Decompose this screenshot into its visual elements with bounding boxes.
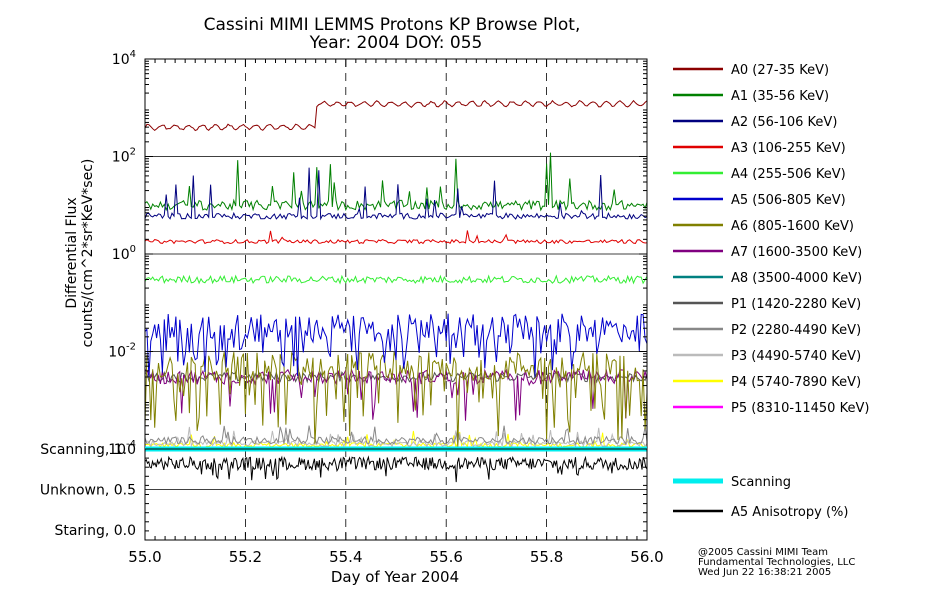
series-line	[144, 368, 648, 421]
y-axis-label-line1: Differential Flux	[64, 197, 80, 308]
anisotropy-line	[144, 455, 648, 483]
x-tick-label: 55.0	[128, 548, 161, 566]
x-tick-label: 56.0	[630, 548, 663, 566]
series-line	[144, 313, 648, 378]
series-line	[144, 425, 648, 446]
legend-label: A0 (27-35 KeV)	[731, 63, 829, 78]
y-tick-label: 10-2	[108, 342, 136, 361]
credit-line3: Wed Jun 22 16:38:21 2005	[698, 567, 831, 578]
legend-label: A1 (35-56 KeV)	[731, 89, 829, 104]
x-tick-label: 55.4	[329, 548, 362, 566]
y-tick-label: 100	[112, 244, 136, 263]
legend-label: A5 Anisotropy (%)	[731, 505, 848, 520]
legend-label: A4 (255-506 KeV)	[731, 167, 846, 182]
anisotropy-y-tick-label: Unknown, 0.5	[40, 483, 136, 499]
legend-label: A2 (56-106 KeV)	[731, 115, 837, 130]
legend-label: P3 (4490-5740 KeV)	[731, 349, 861, 364]
x-tick-label: 55.2	[229, 548, 262, 566]
series-line	[144, 230, 648, 245]
y-tick-label: 102	[112, 147, 136, 166]
legend-label: A8 (3500-4000 KeV)	[731, 271, 862, 286]
y-axis-label: Differential Flux counts/(cm^2*sr*KeV*se…	[64, 159, 96, 348]
legend-label: P1 (1420-2280 KeV)	[731, 297, 861, 312]
credit-line2: Fundamental Technologies, LLC	[698, 557, 855, 568]
flux-panel: 104 102 100 10-2 10-4	[108, 49, 648, 458]
anisotropy-y-tick-label: Staring, 0.0	[54, 523, 136, 539]
credit-line1: @2005 Cassini MIMI Team	[698, 547, 828, 558]
anisotropy-y-tick-label: Scanning, 1.0	[40, 442, 136, 458]
y-tick-label: 10-4	[108, 439, 136, 458]
legend-label: P4 (5740-7890 KeV)	[731, 375, 861, 390]
series-line	[144, 426, 648, 449]
legend-label: A5 (506-805 KeV)	[731, 193, 846, 208]
y-axis-label-line2: counts/(cm^2*sr*KeV*sec)	[80, 159, 96, 348]
series-line	[144, 274, 648, 285]
legend-label: A6 (805-1600 KeV)	[731, 219, 854, 234]
legend-label: A7 (1600-3500 KeV)	[731, 245, 862, 260]
legend-label: Scanning	[731, 475, 791, 490]
y-tick-label: 104	[112, 49, 136, 68]
legend-label: P2 (2280-4490 KeV)	[731, 323, 861, 338]
series-line	[144, 152, 648, 212]
legend-label: A3 (106-255 KeV)	[731, 141, 846, 156]
x-tick-label: 55.8	[530, 548, 563, 566]
legend: A0 (27-35 KeV) A1 (35-56 KeV) A2 (56-106 K…	[673, 63, 869, 520]
series-line	[144, 99, 648, 132]
x-axis-label: Day of Year 2004	[331, 568, 459, 586]
chart-title-line1: Cassini MIMI LEMMS Protons KP Browse Plo…	[204, 15, 581, 35]
legend-label: P5 (8310-11450 KeV)	[731, 401, 869, 416]
anisotropy-panel: Scanning, 1.0 Unknown, 0.5 Staring, 0.0 55.…	[40, 442, 664, 566]
x-tick-label: 55.6	[429, 548, 462, 566]
series-line	[144, 167, 648, 221]
chart-title-line2: Year: 2004 DOY: 055	[309, 33, 483, 53]
